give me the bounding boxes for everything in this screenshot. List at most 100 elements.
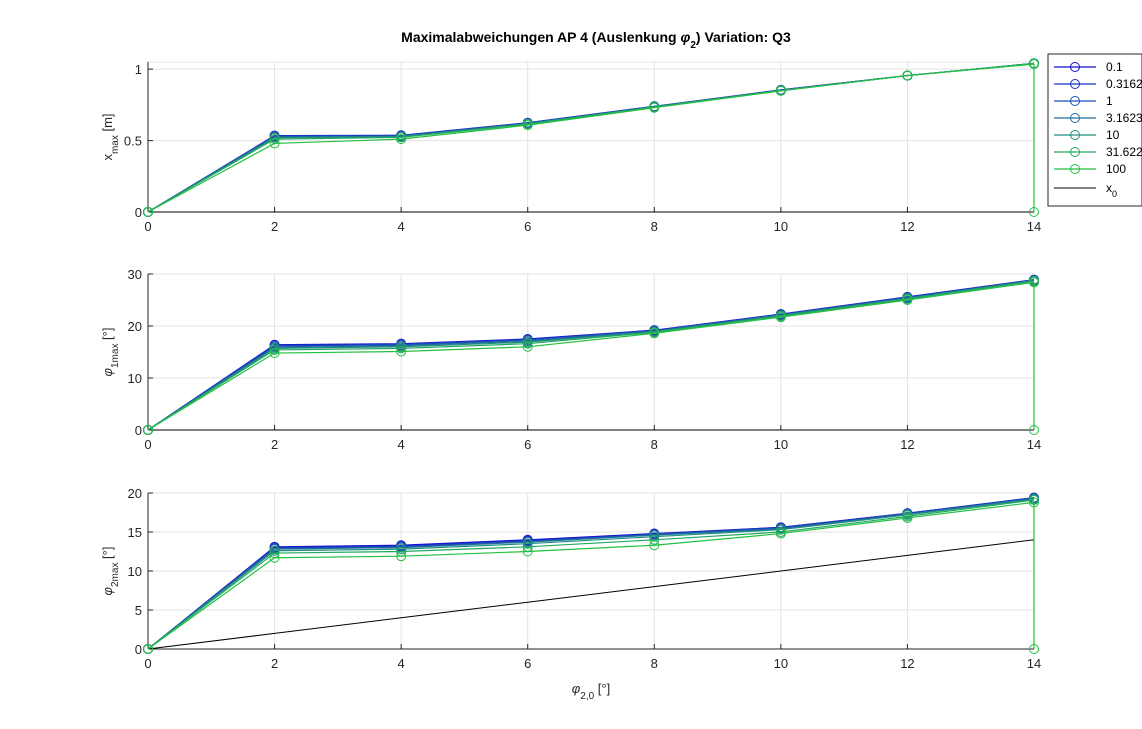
x-tick-label: 0 <box>144 656 151 671</box>
legend-marker-sample <box>1070 147 1080 157</box>
x-tick-label: 12 <box>900 437 914 452</box>
legend-marker-sample <box>1070 130 1080 140</box>
x-tick-label: 4 <box>398 656 405 671</box>
legend-entry[interactable]: 100 <box>1054 162 1126 176</box>
series-100 <box>143 59 1039 217</box>
series-100 <box>143 277 1039 435</box>
data-point <box>522 538 533 549</box>
legend-entry[interactable]: 31.6228 <box>1054 145 1142 159</box>
legend[interactable]: 0.1 0.3162 1 3.1623 10 31.6228 100 x0 <box>1047 53 1142 207</box>
data-point <box>649 328 660 339</box>
x-tick-label: 10 <box>774 219 788 234</box>
data-point <box>269 138 280 149</box>
series-line <box>147 281 1035 431</box>
data-point <box>649 534 660 545</box>
x-tick-label: 14 <box>1027 219 1041 234</box>
x-tick-label: 6 <box>524 656 531 671</box>
x-tick-label: 0 <box>144 219 151 234</box>
data-point <box>269 344 280 355</box>
x-tick-label: 4 <box>398 219 405 234</box>
data-point <box>269 552 280 563</box>
data-point <box>143 207 153 217</box>
y-tick-label: 0.5 <box>124 134 142 149</box>
x-tick-label: 12 <box>900 219 914 234</box>
x-tick-label: 6 <box>524 219 531 234</box>
legend-entry[interactable]: 3.1623 <box>1054 111 1142 125</box>
legend-label: 0.3162 <box>1106 77 1142 91</box>
y-tick-label: 0 <box>135 205 142 220</box>
series-line <box>147 497 1035 650</box>
y-tick-label: 10 <box>128 564 142 579</box>
x-tick-label: 2 <box>271 437 278 452</box>
y-tick-label: 10 <box>128 371 142 386</box>
legend-entry[interactable]: 1 <box>1054 94 1113 108</box>
x-tick-label: 12 <box>900 656 914 671</box>
x-tick-label: 8 <box>651 656 658 671</box>
data-point <box>396 343 407 354</box>
data-point <box>396 551 407 562</box>
data-point <box>902 512 913 523</box>
series-line <box>147 280 1035 431</box>
drop-point <box>1029 207 1039 217</box>
data-point <box>522 120 533 131</box>
data-point <box>902 295 913 305</box>
x-tick-label: 6 <box>524 437 531 452</box>
x-tick-label: 8 <box>651 219 658 234</box>
data-point <box>269 545 280 556</box>
data-point <box>522 546 533 557</box>
legend-label: 31.6228 <box>1106 145 1142 159</box>
x-tick-label: 8 <box>651 437 658 452</box>
subplot-1: 0 2 4 6 8 10 12 14 0 0.5 1 xmax [m] <box>100 58 1041 234</box>
legend-marker-sample <box>1070 96 1080 106</box>
data-point <box>269 348 280 359</box>
data-point <box>649 102 660 113</box>
subplot-2: 0 2 4 6 8 10 12 14 0 10 20 30 φ1max [°] <box>100 267 1041 452</box>
data-point <box>143 644 153 654</box>
data-point <box>522 338 533 349</box>
x-tick-label: 14 <box>1027 656 1041 671</box>
x-tick-label: 10 <box>774 656 788 671</box>
y-axis-label: φ2max [°] <box>100 547 121 596</box>
y-tick-label: 0 <box>135 642 142 657</box>
x-tick-label: 14 <box>1027 437 1041 452</box>
y-axis-label: xmax [m] <box>100 113 121 160</box>
legend-entry[interactable]: 0.3162 <box>1054 77 1142 91</box>
data-point <box>522 341 533 352</box>
data-point <box>775 528 786 539</box>
x-tick-label: 4 <box>398 437 405 452</box>
legend-label: 1 <box>1106 94 1113 108</box>
y-axis-label: φ1max [°] <box>100 328 121 377</box>
legend-marker-sample <box>1070 62 1080 72</box>
series-line <box>147 501 1035 650</box>
data-point <box>902 70 913 81</box>
drop-point <box>1029 425 1039 435</box>
data-point <box>396 346 407 357</box>
series-line <box>147 498 1035 650</box>
series-line <box>147 63 1035 213</box>
x-tick-label: 2 <box>271 219 278 234</box>
data-point <box>775 85 786 96</box>
figure-title: Maximalabweichungen AP 4 (Auslenkung φ2)… <box>401 29 791 51</box>
data-point <box>775 312 786 323</box>
y-tick-label: 20 <box>128 486 142 501</box>
data-point <box>143 425 153 435</box>
legend-entry-reference[interactable]: x0 <box>1054 181 1117 199</box>
subplot-3: 0 2 4 6 8 10 12 14 0 5 10 15 20 φ2max [°] φ2,0 [°] <box>100 486 1041 702</box>
data-point <box>396 544 407 555</box>
legend-label: 100 <box>1106 162 1126 176</box>
x-tick-label: 0 <box>144 437 151 452</box>
legend-entry[interactable]: 0.1 <box>1054 60 1123 74</box>
x-axis-label: φ2,0 [°] <box>572 681 610 702</box>
y-tick-label: 20 <box>128 319 142 334</box>
y-tick-label: 0 <box>135 423 142 438</box>
data-point <box>649 540 660 551</box>
x-tick-label: 2 <box>271 656 278 671</box>
y-tick-label: 5 <box>135 603 142 618</box>
series-line <box>147 499 1035 650</box>
legend-entry[interactable]: 10 <box>1054 128 1120 142</box>
legend-label: 10 <box>1106 128 1120 142</box>
legend-label: 3.1623 <box>1106 111 1142 125</box>
x-tick-label: 10 <box>774 437 788 452</box>
